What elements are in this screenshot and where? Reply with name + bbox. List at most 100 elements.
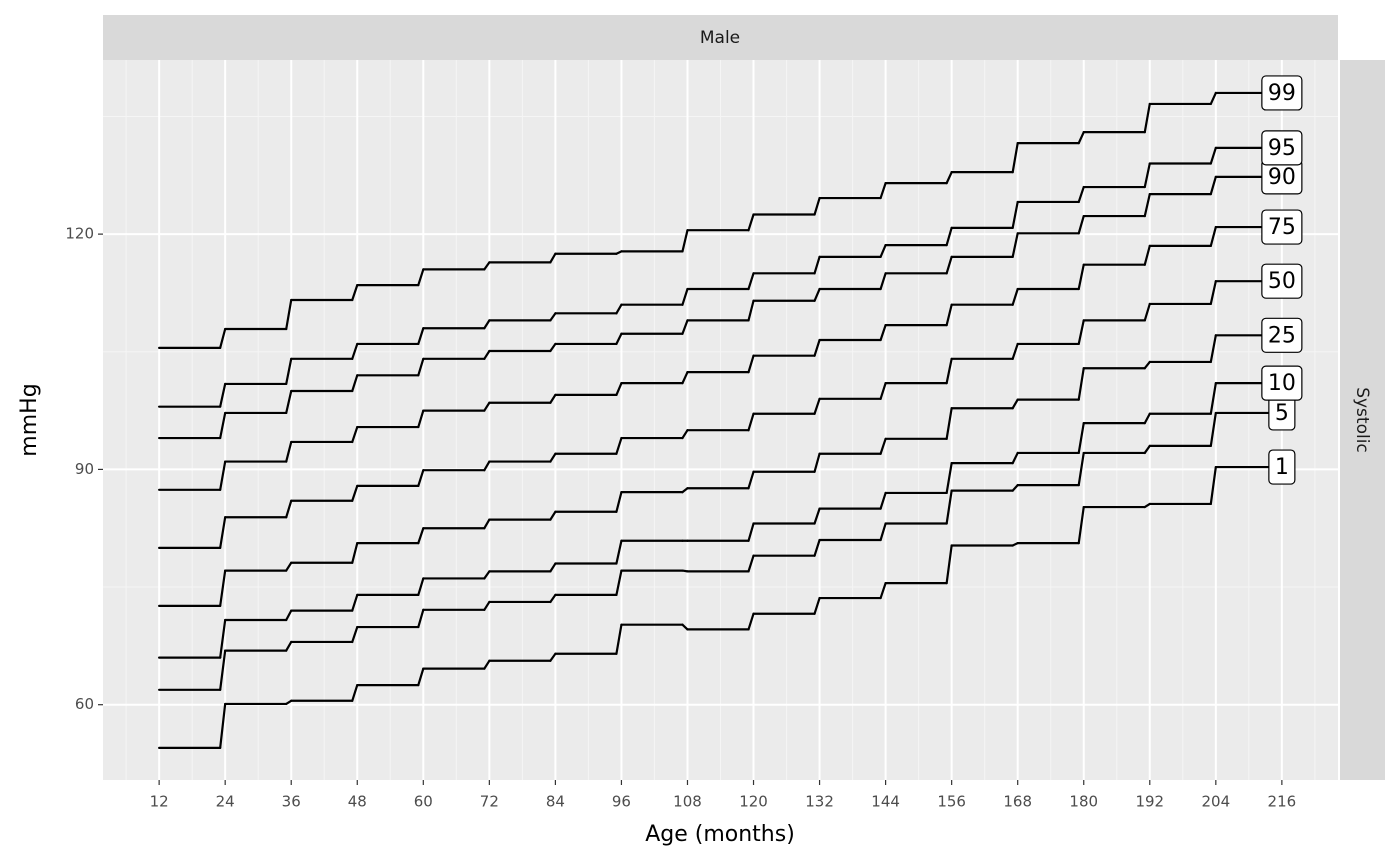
step-riser [1077,451,1085,487]
step-riser [945,303,953,327]
step-riser [813,538,821,557]
end-label-box [1261,263,1303,299]
step-riser [1209,225,1217,247]
step-riser [1077,185,1085,204]
step-riser [747,213,755,232]
step-riser [219,327,227,349]
step-riser [1011,342,1019,360]
step-riser [879,582,887,600]
step-riser [945,357,953,385]
step-riser [351,342,359,360]
step-riser [549,510,557,521]
y-tick-label: 120 [65,225,94,243]
end-label: 5 [1275,401,1289,426]
step-riser [747,522,755,542]
step-riser [681,429,689,440]
x-tick-label: 132 [805,793,834,811]
step-riser [1077,214,1085,235]
step-riser [1209,465,1217,506]
step-riser [1143,244,1151,266]
step-riser [1143,302,1151,322]
step-riser [945,544,953,585]
step-riser [747,272,755,291]
step-riser [681,623,689,631]
step-riser [285,389,293,415]
end-label-box [1261,317,1303,353]
step-riser [417,409,425,429]
step-riser [417,357,425,377]
step-riser [1209,146,1217,165]
x-tick-label: 204 [1202,793,1231,811]
x-tick-label: 72 [480,793,499,811]
step-riser [615,303,623,315]
step-riser [417,608,425,629]
step-riser [747,412,755,432]
step-riser [1143,102,1151,134]
step-riser [1209,280,1217,306]
end-label: 99 [1268,81,1296,106]
x-axis-title: Age (months) [645,822,795,847]
step-riser [1143,193,1151,218]
step-riser [417,577,425,597]
step-riser [219,382,227,408]
step-riser [747,470,755,490]
step-riser [813,255,821,275]
step-riser [615,569,623,597]
step-riser [615,491,623,513]
x-tick-label: 96 [612,793,631,811]
step-riser [219,411,227,440]
step-riser [219,649,227,691]
end-label-box [1261,365,1303,401]
step-riser [747,612,755,631]
step-riser [681,229,689,253]
step-riser [747,299,755,322]
step-riser [879,437,887,455]
step-riser [1011,232,1019,258]
step-riser [747,554,755,573]
step-riser [879,272,887,291]
step-riser [219,460,227,491]
step-riser [483,659,491,670]
step-riser [879,182,887,200]
x-tick-label: 48 [348,793,367,811]
step-riser [417,327,425,346]
step-riser [813,397,821,415]
step-riser [1143,360,1151,370]
step-riser [945,171,953,185]
step-riser [483,401,491,412]
step-riser [879,323,887,342]
step-riser [417,469,425,487]
step-riser [417,667,425,687]
step-riser [417,527,425,545]
x-tick-label: 180 [1069,793,1098,811]
step-riser [483,570,491,580]
step-riser [549,652,557,662]
end-label-box [1261,209,1303,245]
step-riser [1011,451,1019,465]
step-riser [549,452,557,463]
step-riser [813,596,821,615]
step-riser [615,539,623,565]
step-riser [1077,263,1085,291]
y-tick-label: 60 [75,695,94,713]
step-riser [1011,483,1019,492]
step-riser [1011,398,1019,410]
step-riser [879,382,887,400]
step-riser [879,243,887,258]
step-riser [813,196,821,216]
x-tick-label: 192 [1135,793,1164,811]
step-riser [813,507,821,525]
step-riser [615,436,623,455]
x-tick-label: 24 [216,793,235,811]
step-riser [351,593,359,612]
step-riser [1077,131,1085,145]
step-riser [1209,411,1217,447]
step-riser [945,462,953,495]
step-riser [1011,200,1019,229]
step-riser [219,569,227,607]
step-riser [549,393,557,404]
x-tick-label: 36 [282,793,301,811]
step-riser [1209,382,1217,415]
step-riser [1077,367,1085,401]
end-label: 75 [1268,215,1296,240]
